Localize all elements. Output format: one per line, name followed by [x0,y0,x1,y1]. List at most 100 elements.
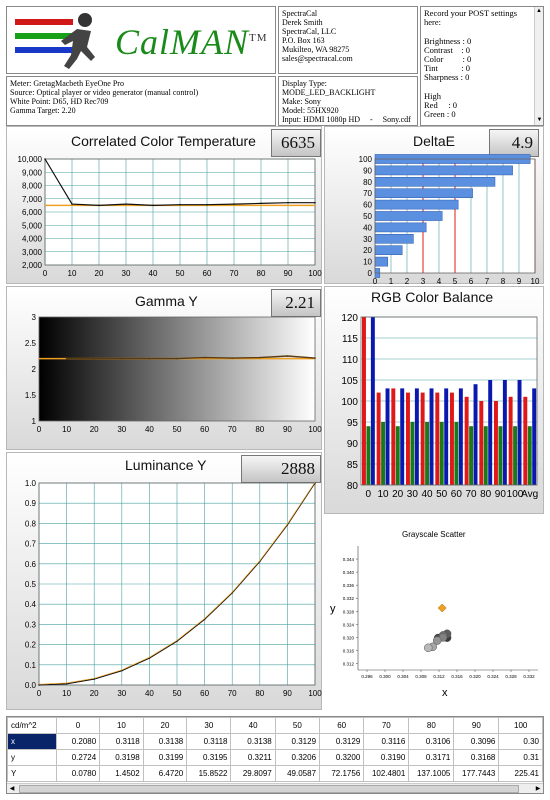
logo-box: CalMANTM [6,6,276,74]
table-header-cell: 80 [408,717,455,734]
table-cell[interactable]: 0.3129 [319,733,365,750]
table-header-cell: 100 [498,717,543,734]
table-cell[interactable]: 29.8097 [230,765,276,782]
plot-frame [360,316,538,486]
table-cell[interactable]: 0.3199 [142,749,188,766]
deltae-bar [374,176,496,187]
x-tick-label: 80 [255,689,264,698]
post-setting-line: Sharpness : 0 [424,72,470,83]
table-cell[interactable]: 0.3195 [186,749,232,766]
rgb-bar [370,317,375,485]
x-tick-label: 0.304 [397,674,409,679]
x-tick-label: 40 [145,425,154,434]
x-tick-label: 10 [62,425,71,434]
y-tick-label: 0.340 [343,570,355,575]
post-scrollbar[interactable]: ▲ ▼ [534,7,543,125]
x-tick-label: 4 [437,277,442,285]
y-tick-label: 0.336 [343,583,355,588]
x-tick-label: 90 [283,689,292,698]
table-cell[interactable]: 0.3129 [274,733,321,750]
data-point [152,204,154,207]
gamma-panel: Gamma Y 2.21 1 1.5 2 2.5 3 0 10 20 30 40 50 60 70 80 9… [6,286,322,450]
target-point [437,603,447,613]
table-cell[interactable]: 225.41 [498,765,543,782]
x-tick-label: 8 [501,277,506,285]
table-header-cell: 70 [363,717,410,734]
table-row[interactable]: Y 0.0780 1.4502 6.4720 15.8522 29.8097 49.0587… [7,765,543,782]
table-cell[interactable]: 0.3171 [408,749,455,766]
data-table-container: cd/m^2 0 10 20 30 40 50 60 70 80 90 100 x 0.2080 0.311… [6,716,544,794]
table-cell[interactable]: 102.4801 [363,765,410,782]
table-cell[interactable]: 0.30 [498,733,543,750]
table-row-label[interactable]: Y [7,765,57,782]
y-tick-label: 30 [363,235,372,244]
table-cell[interactable]: 0.3106 [408,733,455,750]
table-row[interactable]: y 0.2724 0.3198 0.3199 0.3195 0.3211 0.3206 0.3… [7,749,543,766]
table-row-label[interactable]: y [7,749,57,766]
contact-line: P.O. Box 163 [282,36,325,45]
x-tick-label: Avg [521,489,538,500]
rgb-bar [429,388,434,485]
table-cell[interactable]: 0.3138 [230,733,276,750]
y-tick-label: 2.5 [25,339,37,348]
table-cell[interactable]: 0.3190 [363,749,410,766]
rgb-bar [523,396,528,485]
table-cell[interactable]: 49.0587 [274,765,321,782]
rgb-bar [410,422,415,485]
table-row-label[interactable]: x [7,733,57,750]
x-tick-label: 60 [200,689,209,698]
table-cell[interactable]: 0.3211 [230,749,276,766]
y-tick-label: 4,000 [22,235,43,244]
table-row[interactable]: x 0.2080 0.3118 0.3138 0.3118 0.3138 0.3129 0.3… [7,733,543,750]
table-cell[interactable]: 15.8522 [186,765,232,782]
x-tick-label: 60 [200,425,209,434]
table-cell[interactable]: 0.3168 [453,749,500,766]
table-scrollbar[interactable]: ◀ ▶ [7,783,543,793]
luminance-panel: Luminance Y 2888 0.0 0.1 0.2 0.3 0.4 0.5 0.6 0.… [6,452,322,710]
table-header-cell: 60 [319,717,365,734]
y-tick-label: 0.3 [25,620,37,629]
deltae-title: DeltaE [413,133,456,149]
table-cell[interactable]: 0.3138 [142,733,188,750]
rgb-bar [532,388,537,485]
y-tick-label: 80 [347,481,359,492]
table-cell[interactable]: 0.31 [498,749,543,766]
y-tick-label: 20 [363,246,372,255]
table-cell[interactable]: 1.4502 [99,765,144,782]
table-cell[interactable]: 0.3206 [274,749,321,766]
table-cell[interactable]: 72.1756 [319,765,365,782]
table-cell[interactable]: 0.2080 [55,733,101,750]
rgb-bar [488,380,493,485]
post-setting-line: Record your POST settings [424,8,518,18]
data-point [203,356,206,359]
x-tick-label: 30 [117,689,126,698]
x-tick-label: 5 [453,277,458,285]
deltae-panel: DeltaE 4.9 0 1 2 3 4 5 6 7 8 9 10 0 10 20 30 40 50 60 70 80… [324,126,544,285]
table-cell[interactable]: 137.1005 [408,765,455,782]
post-setting-line: Color : 0 [424,54,472,65]
data-point [260,202,262,205]
x-tick-label: 0 [366,489,372,500]
x-tick-label: 50 [436,489,448,500]
display-info-line: Display Type: [282,79,327,88]
table-cell[interactable]: 0.0780 [55,765,101,782]
rgb-title: RGB Color Balance [371,289,494,305]
data-point [179,203,181,206]
logo-color-bars [15,19,73,53]
y-tick-label: 0.328 [343,609,355,614]
table-cell[interactable]: 6.4720 [142,765,188,782]
gamma-title: Gamma Y [135,293,198,309]
table-cell[interactable]: 0.2724 [55,749,101,766]
table-cell[interactable]: 0.3200 [319,749,365,766]
x-tick-label: 100 [308,689,322,698]
luminance-chart: 0.0 0.1 0.2 0.3 0.4 0.5 0.6 0.7 0.8 0.9 1.0 0 10 20 30… [25,479,322,698]
table-cell[interactable]: 0.3096 [453,733,500,750]
table-cell[interactable]: 0.3116 [363,733,410,750]
data-point [314,357,316,359]
table-cell[interactable]: 0.3118 [99,733,144,750]
table-cell[interactable]: 0.3198 [99,749,144,766]
y-tick-label: 100 [341,397,358,408]
table-cell[interactable]: 0.3118 [186,733,232,750]
table-cell[interactable]: 177.7443 [453,765,500,782]
